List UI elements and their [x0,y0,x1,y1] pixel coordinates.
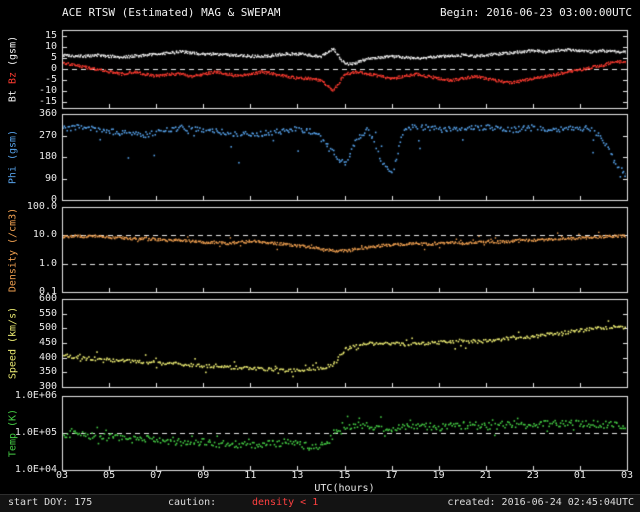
caution-label: caution: [168,497,217,508]
start-doy-label: start DOY: 175 [8,497,93,508]
x-axis-label: UTC(hours) [314,483,375,494]
caution-value: density < 1 [252,497,319,508]
plot-title: ACE RTSW (Estimated) MAG & SWEPAM [62,6,281,19]
status-bar: start DOY: 175 caution: density < 1 crea… [0,494,640,512]
begin-timestamp: Begin: 2016-06-23 03:00:00UTC [439,6,632,19]
created-timestamp: created: 2016-06-24 02:45:04UTC [447,497,634,508]
title-bar: ACE RTSW (Estimated) MAG & SWEPAM Begin:… [0,6,640,21]
